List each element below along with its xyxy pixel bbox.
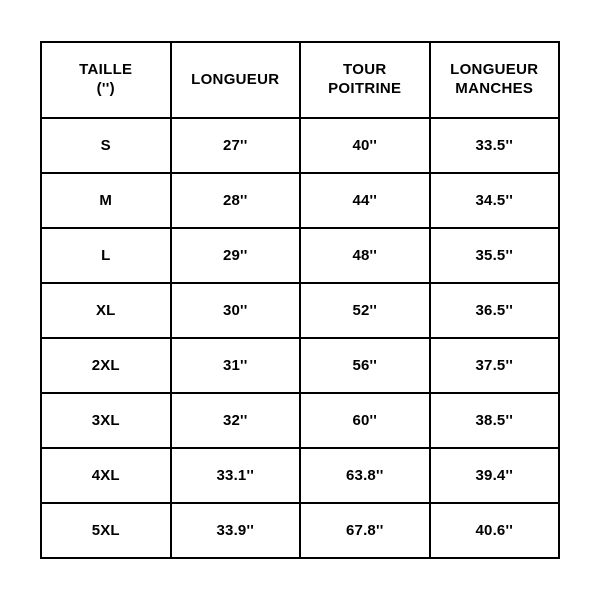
header-row: TAILLE ('') LONGUEUR TOUR POITRINE LONGU…: [41, 42, 559, 118]
cell-longueur: 31'': [171, 338, 301, 393]
table-row: 4XL 33.1'' 63.8'' 39.4'': [41, 448, 559, 503]
cell-longueur: 33.1'': [171, 448, 301, 503]
table-row: S 27'' 40'' 33.5'': [41, 118, 559, 173]
cell-manches: 34.5'': [430, 173, 560, 228]
cell-tour: 63.8'': [300, 448, 430, 503]
cell-taille: M: [41, 173, 171, 228]
cell-longueur: 30'': [171, 283, 301, 338]
table-row: 5XL 33.9'' 67.8'' 40.6'': [41, 503, 559, 558]
table-row: M 28'' 44'' 34.5'': [41, 173, 559, 228]
cell-tour: 40'': [300, 118, 430, 173]
table-row: L 29'' 48'' 35.5'': [41, 228, 559, 283]
cell-tour: 48'': [300, 228, 430, 283]
cell-tour: 52'': [300, 283, 430, 338]
cell-longueur: 33.9'': [171, 503, 301, 558]
size-table-header: TAILLE ('') LONGUEUR TOUR POITRINE LONGU…: [41, 42, 559, 118]
cell-taille: L: [41, 228, 171, 283]
cell-taille: XL: [41, 283, 171, 338]
table-row: 2XL 31'' 56'' 37.5'': [41, 338, 559, 393]
cell-taille: S: [41, 118, 171, 173]
size-table-container: TAILLE ('') LONGUEUR TOUR POITRINE LONGU…: [0, 1, 600, 599]
size-table: TAILLE ('') LONGUEUR TOUR POITRINE LONGU…: [40, 41, 560, 559]
cell-manches: 37.5'': [430, 338, 560, 393]
header-taille-line2: (''): [42, 80, 170, 99]
header-tour-line1: TOUR: [301, 61, 429, 80]
header-tour-line2: POITRINE: [301, 80, 429, 99]
header-taille-line1: TAILLE: [42, 61, 170, 80]
cell-longueur: 32'': [171, 393, 301, 448]
cell-manches: 33.5'': [430, 118, 560, 173]
cell-tour: 44'': [300, 173, 430, 228]
cell-taille: 3XL: [41, 393, 171, 448]
table-row: 3XL 32'' 60'' 38.5'': [41, 393, 559, 448]
header-manches-line2: MANCHES: [431, 80, 559, 99]
cell-longueur: 27'': [171, 118, 301, 173]
header-tour-poitrine: TOUR POITRINE: [300, 42, 430, 118]
cell-manches: 36.5'': [430, 283, 560, 338]
cell-longueur: 28'': [171, 173, 301, 228]
cell-manches: 39.4'': [430, 448, 560, 503]
header-longueur: LONGUEUR: [171, 42, 301, 118]
cell-longueur: 29'': [171, 228, 301, 283]
header-taille: TAILLE (''): [41, 42, 171, 118]
cell-tour: 60'': [300, 393, 430, 448]
table-row: XL 30'' 52'' 36.5'': [41, 283, 559, 338]
cell-manches: 38.5'': [430, 393, 560, 448]
header-longueur-line1: LONGUEUR: [172, 71, 300, 90]
cell-taille: 5XL: [41, 503, 171, 558]
cell-manches: 35.5'': [430, 228, 560, 283]
header-longueur-manches: LONGUEUR MANCHES: [430, 42, 560, 118]
cell-tour: 67.8'': [300, 503, 430, 558]
size-table-body: S 27'' 40'' 33.5'' M 28'' 44'' 34.5'' L …: [41, 118, 559, 558]
cell-taille: 2XL: [41, 338, 171, 393]
cell-tour: 56'': [300, 338, 430, 393]
cell-manches: 40.6'': [430, 503, 560, 558]
header-manches-line1: LONGUEUR: [431, 61, 559, 80]
cell-taille: 4XL: [41, 448, 171, 503]
